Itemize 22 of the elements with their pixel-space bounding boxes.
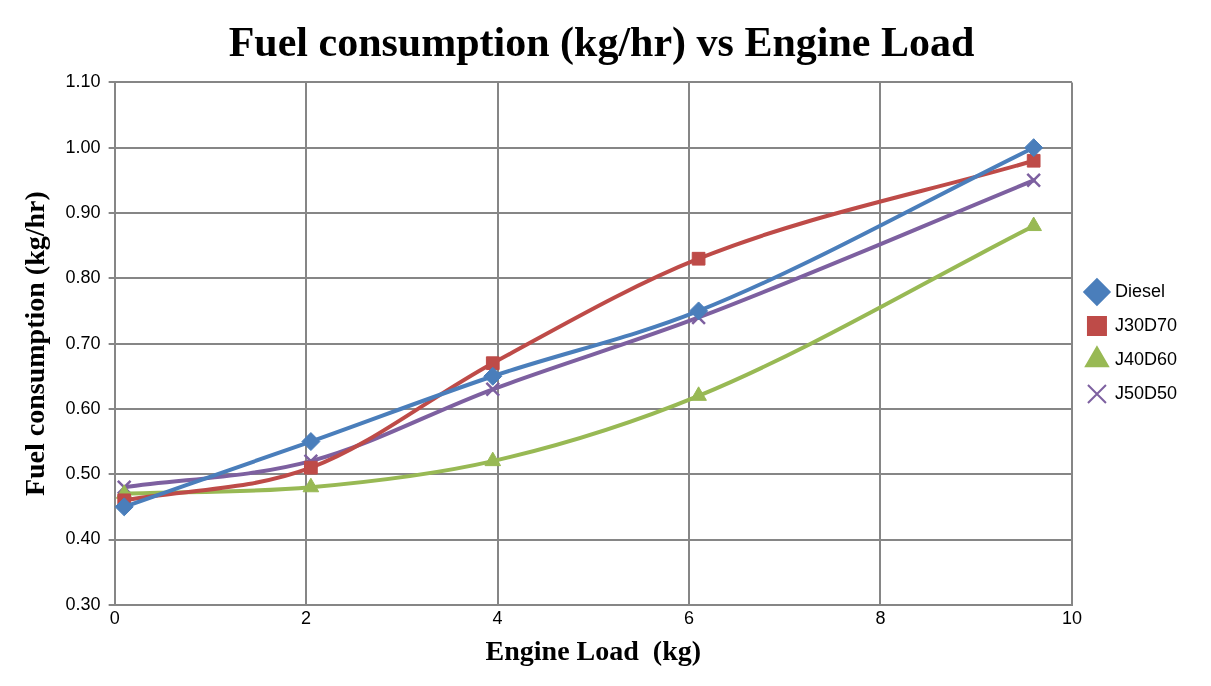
x-axis-title: Engine Load (kg) — [485, 635, 702, 667]
y-tick-label: 0.50 — [65, 463, 101, 484]
y-tick-label: 0.40 — [65, 528, 101, 549]
x-tick-label: 10 — [1061, 607, 1082, 628]
chart-title: Fuel consumption (kg/hr) vs Engine Load — [228, 19, 975, 67]
legend-label: J50D50 — [1114, 382, 1177, 403]
y-tick-label: 0.30 — [65, 593, 101, 614]
y-tick-label: 1.10 — [65, 71, 101, 92]
x-tick-label: 2 — [301, 607, 312, 628]
x-tick-label: 4 — [492, 607, 503, 628]
y-tick-label: 0.90 — [65, 201, 101, 222]
y-tick-label: 1.00 — [65, 136, 101, 157]
legend-label: J40D60 — [1114, 348, 1177, 369]
x-tick-label: 6 — [684, 607, 695, 628]
y-tick-label: 0.80 — [65, 267, 101, 288]
legend-label: J30D70 — [1114, 314, 1177, 335]
y-axis-title: Fuel consumption (kg/hr) — [19, 191, 51, 497]
y-tick-label: 0.70 — [65, 332, 101, 353]
x-tick-label: 0 — [109, 607, 120, 628]
x-tick-label: 8 — [875, 607, 886, 628]
legend-label: Diesel — [1114, 280, 1165, 301]
y-tick-label: 0.60 — [65, 397, 101, 418]
